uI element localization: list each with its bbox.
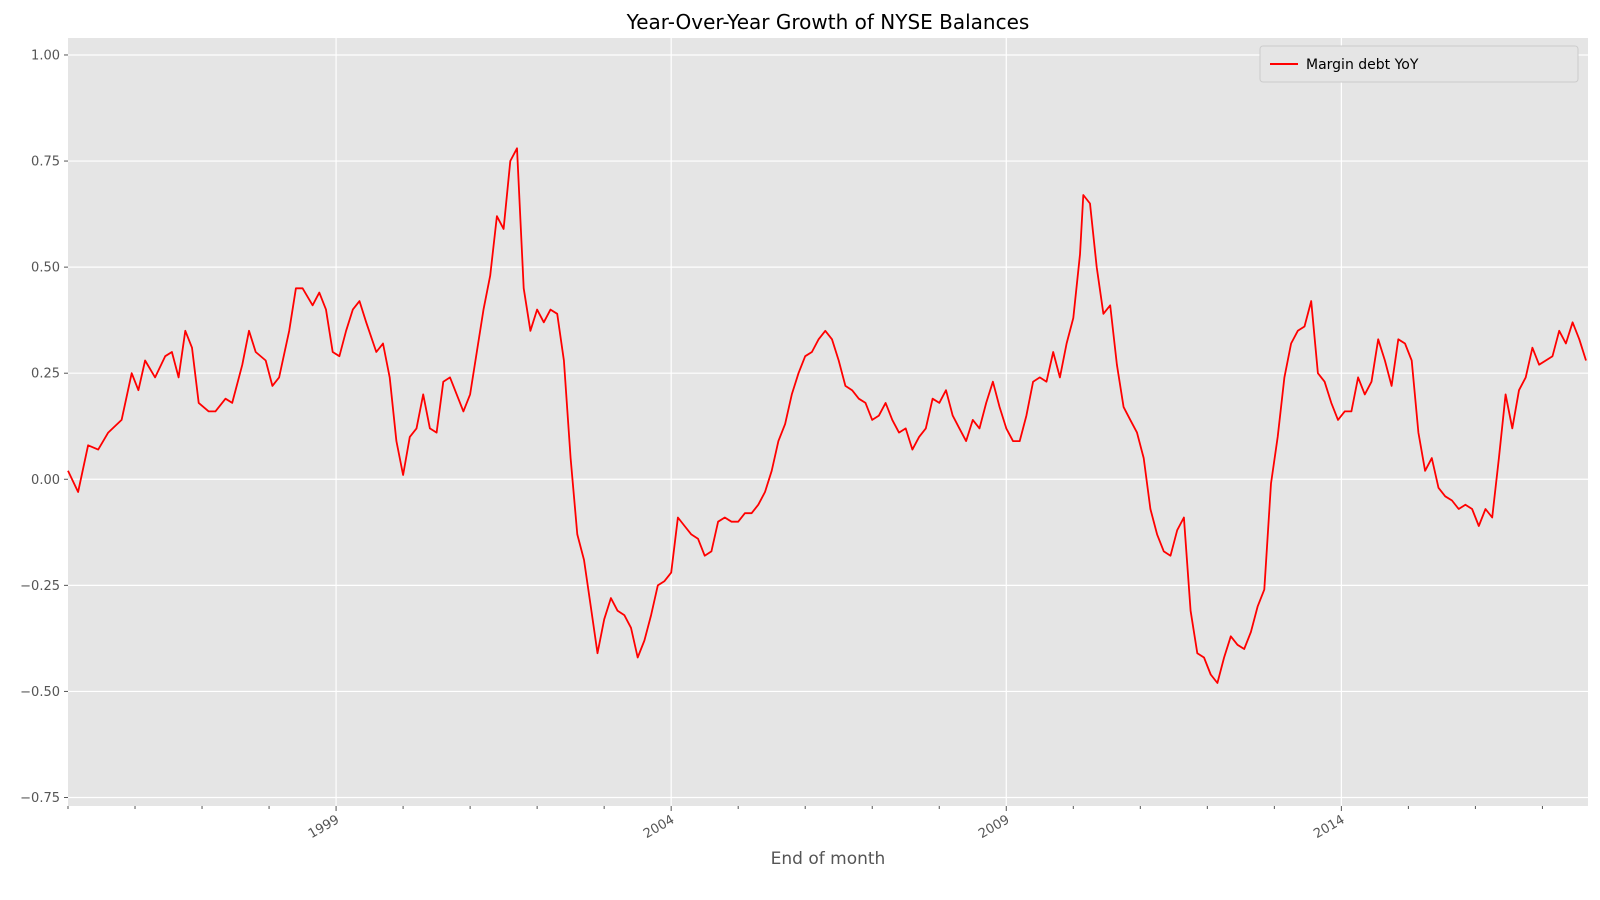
legend-label: Margin debt YoY [1306,57,1419,73]
chart-title: Year-Over-Year Growth of NYSE Balances [626,10,1030,34]
grid-lines [68,38,1588,806]
legend: Margin debt YoY [1259,45,1579,83]
y-tick-label: 0.50 [31,261,60,276]
y-tick-label: 1.00 [31,48,60,63]
plot-area [68,38,1588,806]
y-tick-label: −0.75 [20,791,60,806]
y-tick-label: −0.25 [20,579,60,594]
y-tick-label: 0.25 [31,367,60,382]
y-tick-label: 0.75 [31,155,60,170]
series-lines [67,147,1587,684]
series-line [67,147,1587,684]
x-axis-label: End of month [771,849,886,869]
y-tick-label: −0.50 [20,685,60,700]
legend-box [1259,45,1579,83]
y-tick-label: 0.00 [31,473,60,488]
